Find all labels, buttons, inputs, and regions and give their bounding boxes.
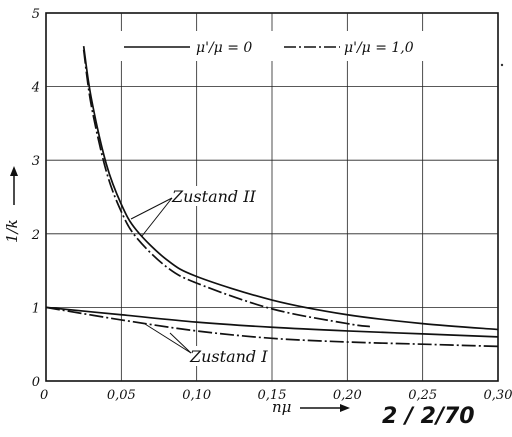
x-tick-label: 0,10	[182, 388, 211, 403]
x-axis-arrow-head	[340, 404, 350, 412]
y-tick-labels: 0 1 2 3 4 5	[31, 7, 40, 390]
handwritten-note: 2 / 2/70	[382, 404, 475, 429]
annotation-leader	[169, 332, 192, 354]
y-tick-label: 2	[31, 228, 40, 243]
series-line	[45, 306, 499, 338]
y-tick-label: 5	[32, 7, 40, 22]
x-tick-label: 0,05	[107, 388, 136, 403]
y-axis-label-text: 1/k	[3, 219, 21, 243]
y-tick-label: 1	[32, 301, 40, 316]
x-tick-label: 0,30	[484, 388, 512, 403]
annotation-zustand-i: Zustand I	[144, 323, 271, 366]
y-tick-label: 3	[32, 154, 40, 169]
x-tick-label: 0,25	[408, 388, 437, 403]
y-tick-label: 0	[32, 375, 40, 390]
x-tick-label: 0	[40, 388, 48, 403]
legend: μ'/μ = 0 μ'/μ = 1,0	[118, 31, 430, 61]
x-axis-label: nμ	[272, 398, 350, 416]
x-axis-label-text: nμ	[272, 398, 291, 416]
speck	[500, 63, 504, 67]
series-line	[45, 306, 499, 348]
x-tick-label: 0,15	[258, 388, 287, 403]
annotation-leader	[144, 323, 192, 354]
series-group	[45, 45, 499, 348]
annotation-label-zustand-i: Zustand I	[189, 347, 268, 366]
x-tick-labels: 0 0,05 0,10 0,15 0,20 0,25 0,30	[40, 388, 512, 403]
y-axis-label: 1/k	[3, 166, 21, 243]
legend-label-1: μ'/μ = 1,0	[344, 40, 414, 56]
x-tick-label: 0,20	[333, 388, 362, 403]
y-axis-arrow-head	[10, 166, 18, 176]
annotation-background	[187, 346, 271, 366]
legend-background	[118, 31, 430, 61]
annotation-background	[170, 186, 260, 206]
series-line	[82, 49, 371, 328]
annotation-leader	[141, 197, 173, 237]
legend-label-0: μ'/μ = 0	[196, 40, 252, 56]
series-line	[82, 45, 499, 331]
annotation-zustand-ii: Zustand II	[130, 186, 260, 237]
annotation-label-zustand-ii: Zustand II	[171, 187, 257, 206]
annotation-leader	[130, 197, 173, 220]
y-tick-label: 4	[31, 81, 40, 96]
